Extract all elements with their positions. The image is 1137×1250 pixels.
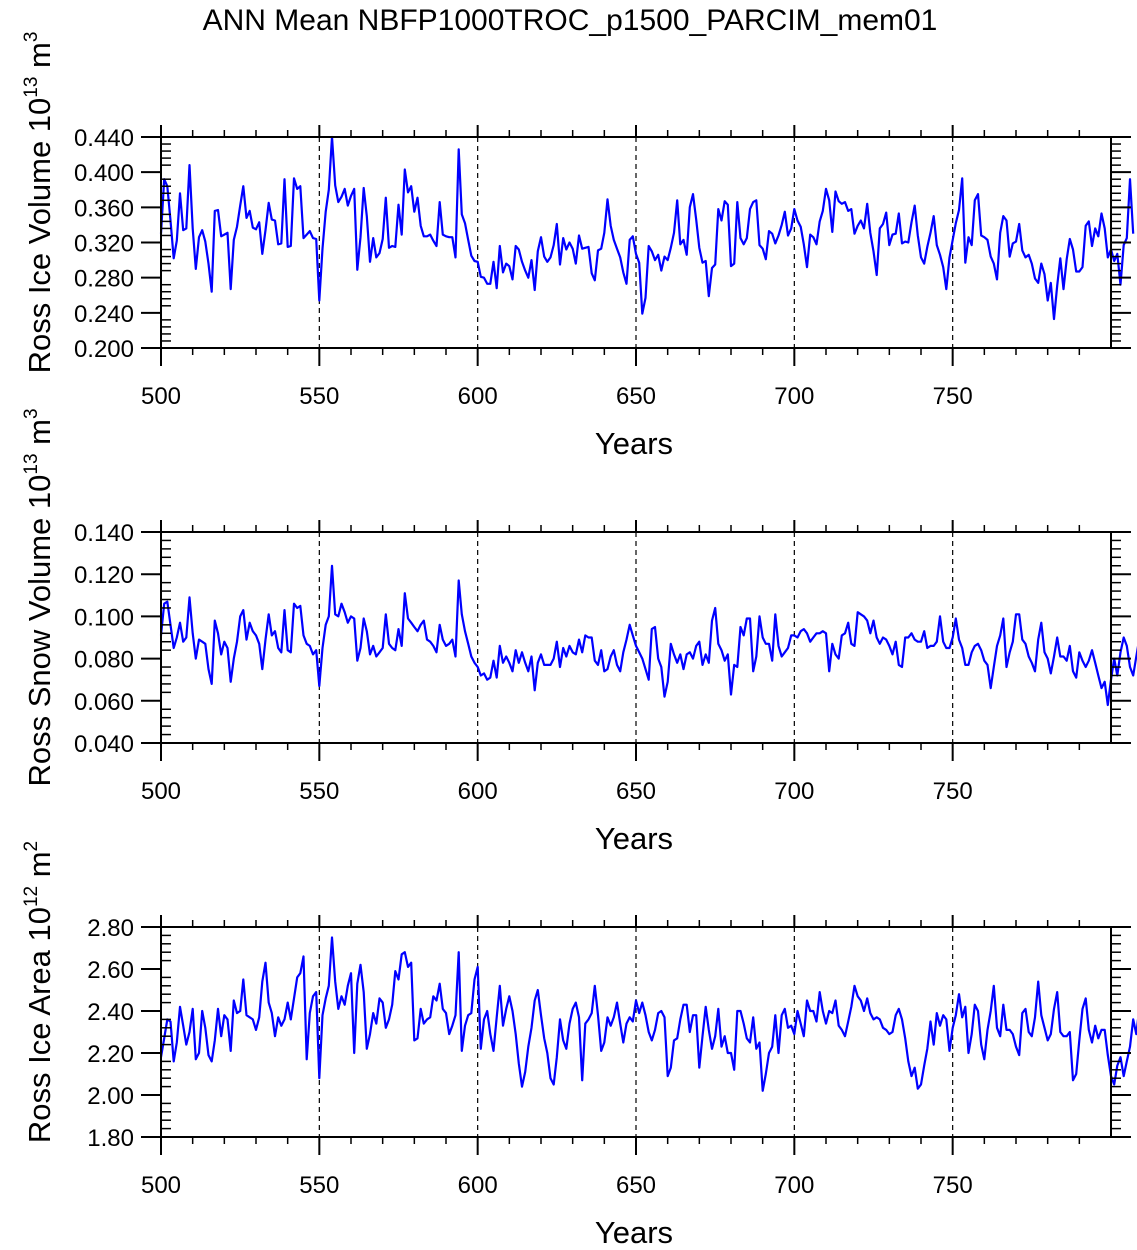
x-tick-label: 550 [299, 778, 339, 805]
chart-title: ANN Mean NBFP1000TROC_p1500_PARCIM_mem01 [203, 4, 938, 37]
x-tick-label: 600 [458, 778, 498, 805]
y-label-name: Ross Ice Area 10 [22, 907, 57, 1143]
y-label-unit-exponent: 3 [21, 32, 42, 43]
x-tick-label: 600 [458, 1172, 498, 1199]
y-label-unit: m [22, 419, 57, 453]
x-axis-label: Years [595, 426, 673, 461]
y-label-exponent: 13 [21, 77, 42, 98]
y-tick-label: 0.400 [74, 160, 134, 187]
y-tick-label: 0.100 [74, 604, 134, 631]
x-tick-label: 700 [774, 778, 814, 805]
y-tick-label: 0.080 [74, 647, 134, 674]
y-tick-label: 0.140 [74, 520, 134, 547]
y-tick-label: 0.120 [74, 562, 134, 589]
data-line [159, 936, 1137, 1092]
x-tick-label: 650 [616, 1172, 656, 1199]
y-tick-label: 2.40 [87, 999, 134, 1026]
x-tick-label: 750 [933, 778, 973, 805]
x-tick-label: 650 [616, 778, 656, 805]
y-tick-label: 0.060 [74, 689, 134, 716]
x-tick-label: 500 [141, 1172, 181, 1199]
x-tick-label: 650 [616, 383, 656, 410]
y-tick-label: 0.440 [74, 125, 134, 152]
y-label-name: Ross Ice Volume 10 [22, 98, 57, 374]
panel-1: 500 550 600 650 700 750 0.200 0.240 0.280 0.320 0.… [21, 32, 1135, 461]
y-label-name: Ross Snow Volume 10 [22, 475, 57, 787]
x-tick-label: 500 [141, 383, 181, 410]
data-line [159, 135, 1135, 321]
x-tick-label: 550 [299, 1172, 339, 1199]
y-label-exponent: 13 [21, 453, 42, 474]
y-label-unit-exponent: 2 [21, 841, 42, 852]
y-tick-label: 0.240 [74, 301, 134, 328]
y-tick-label: 2.00 [87, 1083, 134, 1110]
x-tick-label: 750 [933, 383, 973, 410]
y-tick-label: 0.040 [74, 731, 134, 758]
y-label-exponent: 12 [21, 886, 42, 907]
y-axis-label: Ross Ice Area 1012 m2 [21, 841, 57, 1143]
x-tick-label: 550 [299, 383, 339, 410]
y-tick-label: 0.320 [74, 231, 134, 258]
y-tick-label: 1.80 [87, 1125, 134, 1152]
y-tick-label: 2.20 [87, 1041, 134, 1068]
y-tick-label: 2.60 [87, 957, 134, 984]
y-label-unit: m [22, 42, 57, 76]
y-axis-label: Ross Ice Volume 1013 m3 [21, 32, 57, 374]
x-tick-label: 500 [141, 778, 181, 805]
y-tick-label: 0.200 [74, 336, 134, 363]
y-tick-label: 2.80 [87, 915, 134, 942]
x-axis-label: Years [595, 821, 673, 856]
y-tick-label: 0.280 [74, 266, 134, 293]
x-tick-label: 700 [774, 383, 814, 410]
x-tick-label: 700 [774, 1172, 814, 1199]
panel-2: 500 550 600 650 700 750 0.040 0.060 0.080 0.100 0.… [21, 408, 1137, 856]
data-line [159, 564, 1137, 707]
x-tick-label: 750 [933, 1172, 973, 1199]
y-label-unit-exponent: 3 [21, 408, 42, 419]
y-axis-label: Ross Snow Volume 1013 m3 [21, 408, 57, 786]
x-tick-label: 600 [458, 383, 498, 410]
panel-3: 500 550 600 650 700 750 1.80 2.00 2.20 2.40 2.60 2.… [21, 841, 1137, 1250]
y-label-unit: m [22, 851, 57, 885]
x-axis-label: Years [595, 1215, 673, 1250]
y-tick-label: 0.360 [74, 195, 134, 222]
